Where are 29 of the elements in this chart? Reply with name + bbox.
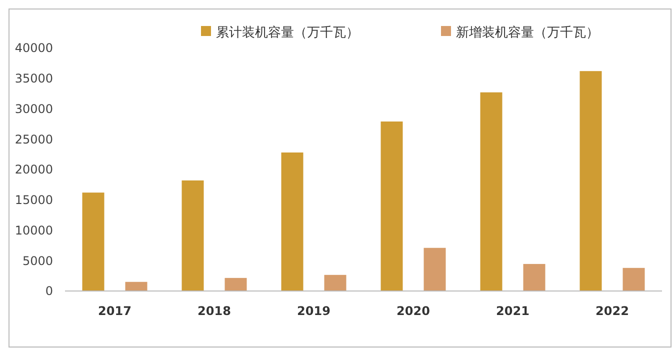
x-tick-label: 2018 [198,304,231,318]
y-tick-label: 35000 [14,72,53,86]
bar [424,248,446,291]
bar [622,268,645,291]
y-tick-label: 5000 [22,254,53,268]
x-tick-label: 2021 [496,304,530,318]
y-tick-label: 25000 [14,132,53,146]
y-tick-label: 20000 [14,162,53,177]
legend-label: 新增装机容量（万千瓦） [456,24,599,41]
bar [480,92,502,291]
y-tick-label: 15000 [14,193,53,208]
bar [224,278,247,291]
bar [580,71,602,291]
bar [324,274,346,291]
bar [125,282,148,291]
legend-label: 累计装机容量（万千瓦） [216,24,359,41]
x-tick-label: 2022 [596,304,629,318]
y-tick-label: 10000 [14,223,53,238]
x-tick-label: 2017 [98,304,132,318]
bar [182,180,204,291]
bar [281,152,304,291]
bar [523,264,546,291]
y-tick-label: 30000 [14,102,53,116]
x-tick-label: 2019 [297,304,330,318]
bar [82,192,104,291]
y-tick-label: 0 [45,284,53,298]
x-tick-label: 2020 [396,304,430,318]
bar [380,122,403,291]
y-tick-label: 40000 [14,41,53,56]
